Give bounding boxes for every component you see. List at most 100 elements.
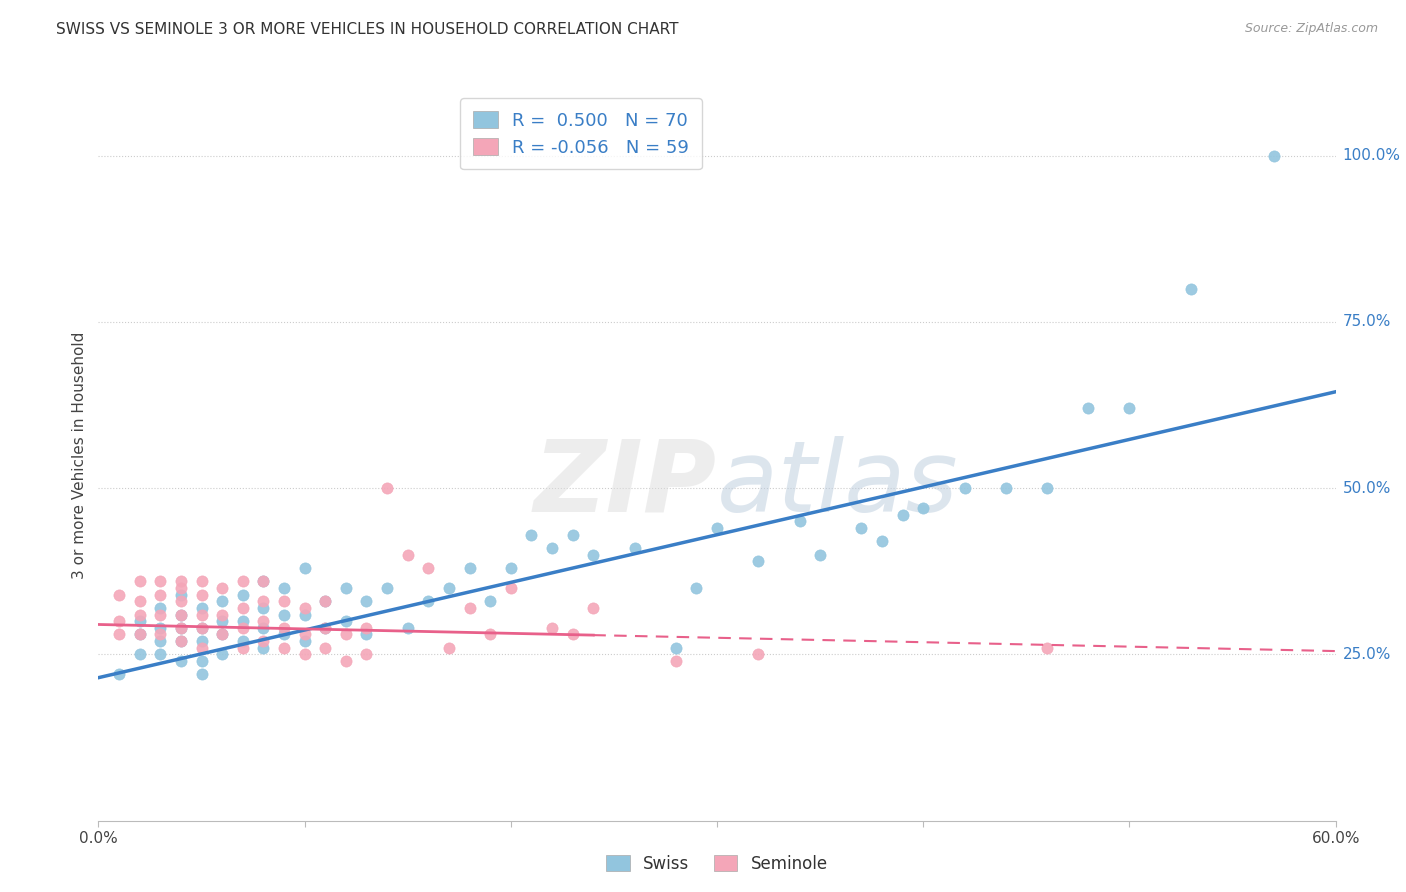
Point xyxy=(190,600,212,615)
Point xyxy=(149,607,172,622)
Point xyxy=(418,561,440,575)
Point xyxy=(128,627,150,641)
Point xyxy=(294,600,316,615)
Point xyxy=(232,588,254,602)
Point xyxy=(190,621,212,635)
Point xyxy=(665,640,688,655)
Point xyxy=(870,534,893,549)
Point xyxy=(356,648,378,662)
Point xyxy=(458,600,481,615)
Point xyxy=(1036,481,1059,495)
Point xyxy=(356,627,378,641)
Point xyxy=(211,614,233,628)
Point xyxy=(561,527,583,541)
Text: 25.0%: 25.0% xyxy=(1343,647,1391,662)
Point xyxy=(314,594,336,608)
Point xyxy=(1263,149,1285,163)
Point xyxy=(108,588,131,602)
Point xyxy=(582,600,605,615)
Point xyxy=(375,481,398,495)
Point xyxy=(747,648,769,662)
Point xyxy=(211,607,233,622)
Point xyxy=(665,654,688,668)
Point xyxy=(953,481,976,495)
Point xyxy=(232,621,254,635)
Point xyxy=(128,614,150,628)
Point xyxy=(252,621,274,635)
Point xyxy=(232,574,254,589)
Point xyxy=(314,621,336,635)
Text: ZIP: ZIP xyxy=(534,435,717,533)
Point xyxy=(190,640,212,655)
Point xyxy=(211,627,233,641)
Point xyxy=(294,627,316,641)
Point xyxy=(851,521,873,535)
Point xyxy=(314,640,336,655)
Point xyxy=(108,667,131,681)
Point xyxy=(252,640,274,655)
Point xyxy=(128,607,150,622)
Point xyxy=(149,574,172,589)
Point xyxy=(149,627,172,641)
Point xyxy=(170,621,193,635)
Point xyxy=(128,574,150,589)
Point xyxy=(499,561,522,575)
Point xyxy=(170,594,193,608)
Point xyxy=(1036,640,1059,655)
Point xyxy=(170,581,193,595)
Point xyxy=(190,634,212,648)
Point xyxy=(479,594,502,608)
Point xyxy=(170,588,193,602)
Point xyxy=(232,640,254,655)
Point xyxy=(108,614,131,628)
Point xyxy=(294,634,316,648)
Point xyxy=(437,640,460,655)
Point xyxy=(499,581,522,595)
Point xyxy=(149,621,172,635)
Point xyxy=(211,648,233,662)
Point xyxy=(273,581,295,595)
Point xyxy=(252,574,274,589)
Point xyxy=(232,614,254,628)
Point xyxy=(232,600,254,615)
Point xyxy=(623,541,645,555)
Y-axis label: 3 or more Vehicles in Household: 3 or more Vehicles in Household xyxy=(72,331,87,579)
Point xyxy=(170,621,193,635)
Point xyxy=(1118,401,1140,416)
Point xyxy=(396,548,419,562)
Point xyxy=(706,521,728,535)
Point xyxy=(190,654,212,668)
Point xyxy=(149,648,172,662)
Point xyxy=(294,648,316,662)
Point xyxy=(335,581,357,595)
Point xyxy=(211,581,233,595)
Legend: Swiss, Seminole: Swiss, Seminole xyxy=(599,848,835,880)
Point xyxy=(149,634,172,648)
Point xyxy=(170,574,193,589)
Point xyxy=(1180,282,1202,296)
Point xyxy=(994,481,1017,495)
Point xyxy=(252,634,274,648)
Point xyxy=(808,548,831,562)
Point xyxy=(170,607,193,622)
Point xyxy=(747,554,769,568)
Point xyxy=(170,654,193,668)
Point xyxy=(294,561,316,575)
Point xyxy=(128,648,150,662)
Point xyxy=(520,527,543,541)
Point xyxy=(190,588,212,602)
Point xyxy=(149,600,172,615)
Point xyxy=(252,600,274,615)
Point xyxy=(211,594,233,608)
Point xyxy=(314,594,336,608)
Point xyxy=(335,614,357,628)
Text: atlas: atlas xyxy=(717,435,959,533)
Point xyxy=(252,594,274,608)
Point xyxy=(335,627,357,641)
Point xyxy=(356,621,378,635)
Point xyxy=(252,614,274,628)
Point xyxy=(170,607,193,622)
Point xyxy=(314,621,336,635)
Point xyxy=(149,588,172,602)
Point xyxy=(273,607,295,622)
